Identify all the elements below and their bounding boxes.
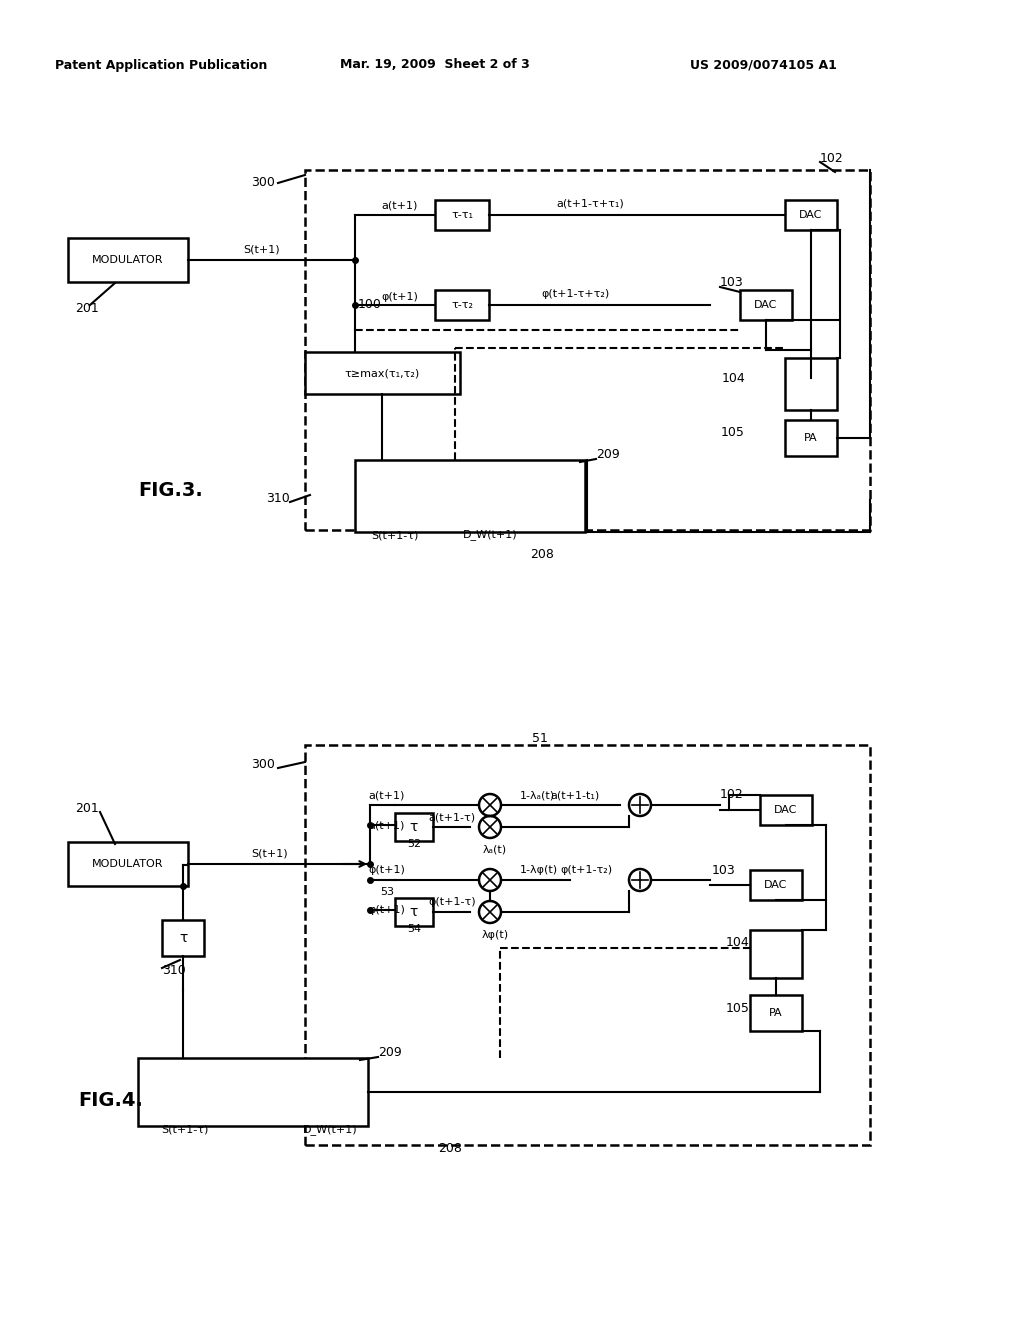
Text: a(t+1-τ+τ₁): a(t+1-τ+τ₁) (556, 199, 624, 209)
Bar (435, 201, 489, 230)
Text: 1-λφ(t): 1-λφ(t) (520, 865, 558, 875)
Bar (355, 459, 585, 532)
Text: 1-λₐ(t): 1-λₐ(t) (520, 789, 555, 800)
Text: τ-τ₂: τ-τ₂ (451, 300, 473, 310)
Text: 209: 209 (378, 1047, 401, 1060)
Text: φ(t+1): φ(t+1) (369, 865, 406, 875)
Text: 300: 300 (251, 759, 275, 771)
Text: 104: 104 (726, 936, 750, 949)
Bar (395, 898, 433, 927)
Text: S(t+1-τ): S(t+1-τ) (372, 531, 419, 540)
Text: MODULATOR: MODULATOR (92, 859, 164, 869)
Bar (760, 795, 812, 825)
Text: 52: 52 (407, 840, 421, 849)
Text: DAC: DAC (764, 880, 787, 890)
Text: S(t+1-τ): S(t+1-τ) (162, 1125, 209, 1135)
Text: 310: 310 (266, 491, 290, 504)
Text: 102: 102 (720, 788, 743, 801)
Text: 53: 53 (380, 887, 394, 898)
Bar (785, 358, 837, 411)
Bar (68, 842, 188, 886)
Text: Patent Application Publication: Patent Application Publication (55, 58, 267, 71)
Text: 208: 208 (530, 549, 554, 561)
Text: 105: 105 (721, 425, 745, 438)
Text: λφ(t): λφ(t) (481, 931, 509, 940)
Text: a(t+1): a(t+1) (382, 201, 418, 210)
Text: 103: 103 (712, 863, 736, 876)
Bar (138, 1059, 368, 1126)
Text: DAC: DAC (800, 210, 822, 220)
Bar (305, 352, 460, 393)
Bar (750, 931, 802, 978)
Bar (305, 744, 870, 1144)
Text: S(t+1): S(t+1) (252, 847, 289, 858)
Text: 100: 100 (358, 298, 382, 312)
Text: τ: τ (410, 906, 418, 919)
Bar (435, 290, 489, 319)
Text: MODULATOR: MODULATOR (92, 255, 164, 265)
Bar (305, 170, 870, 531)
Text: λₐ(t): λₐ(t) (483, 845, 507, 855)
Text: a(t+1-τ): a(t+1-τ) (428, 812, 475, 822)
Text: τ: τ (179, 931, 187, 945)
Text: DAC: DAC (774, 805, 798, 814)
Text: 104: 104 (721, 371, 745, 384)
Text: FIG.3.: FIG.3. (138, 480, 203, 499)
Bar (785, 420, 837, 455)
Bar (740, 290, 792, 319)
Bar (395, 813, 433, 841)
Bar (785, 201, 837, 230)
Text: PA: PA (804, 433, 818, 444)
Text: φ(t+1-τ+τ₂): φ(t+1-τ+τ₂) (541, 289, 609, 300)
Text: Mar. 19, 2009  Sheet 2 of 3: Mar. 19, 2009 Sheet 2 of 3 (340, 58, 529, 71)
Text: a(t+1-t₁): a(t+1-t₁) (550, 789, 600, 800)
Text: 54: 54 (407, 924, 421, 935)
Text: US 2009/0074105 A1: US 2009/0074105 A1 (690, 58, 837, 71)
Text: a(t+1): a(t+1) (369, 789, 406, 800)
Text: FIG.4.: FIG.4. (78, 1090, 143, 1110)
Text: S(t+1): S(t+1) (244, 244, 281, 253)
Bar (162, 920, 204, 956)
Text: D_W(t+1): D_W(t+1) (303, 1125, 357, 1135)
Bar (750, 995, 802, 1031)
Text: τ: τ (410, 820, 418, 834)
Text: φ(t+1-τ₂): φ(t+1-τ₂) (560, 865, 612, 875)
Text: PA: PA (769, 1008, 782, 1018)
Text: a(t+1): a(t+1) (369, 820, 406, 830)
Text: 51: 51 (532, 731, 548, 744)
Text: D_W(t+1): D_W(t+1) (463, 529, 517, 540)
Text: DAC: DAC (755, 300, 777, 310)
Text: φ(t+1): φ(t+1) (369, 906, 406, 915)
Text: φ(t+1-τ): φ(t+1-τ) (428, 898, 476, 907)
Bar (750, 870, 802, 900)
Text: 310: 310 (162, 964, 185, 977)
Text: 102: 102 (820, 152, 844, 165)
Text: 201: 201 (75, 301, 98, 314)
Text: 105: 105 (726, 1002, 750, 1015)
Text: 208: 208 (438, 1142, 462, 1155)
Text: τ≥max(τ₁,τ₂): τ≥max(τ₁,τ₂) (344, 368, 420, 378)
Bar (68, 238, 188, 282)
Text: 209: 209 (596, 449, 620, 462)
Text: φ(t+1): φ(t+1) (382, 292, 419, 302)
Text: τ-τ₁: τ-τ₁ (451, 210, 473, 220)
Text: 103: 103 (720, 276, 743, 289)
Text: 201: 201 (75, 801, 98, 814)
Text: 300: 300 (251, 177, 275, 190)
